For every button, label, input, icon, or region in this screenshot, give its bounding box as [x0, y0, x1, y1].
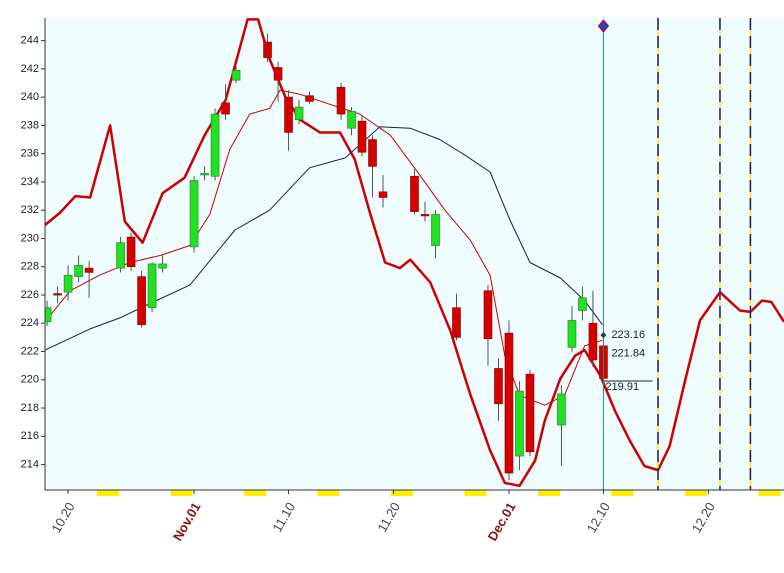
- candle-body: [504, 332, 514, 474]
- y-tick-label: 236: [21, 148, 39, 160]
- price-marker: [600, 332, 607, 339]
- axes: 214 216 218 220 222 224 226 228 230 232 234 236 238 2…: [21, 35, 718, 544]
- candle-body: [431, 214, 440, 246]
- candle-body: [305, 95, 314, 102]
- y-tick-label: 234: [21, 176, 39, 188]
- y-tick-label: 230: [21, 232, 39, 244]
- candle-body: [336, 86, 346, 115]
- candle-body: [158, 263, 167, 269]
- candle-body: [200, 173, 209, 176]
- plot-area: [45, 18, 784, 490]
- candle-body: [578, 297, 587, 311]
- y-tick-label: 238: [21, 119, 39, 131]
- candle-body: [567, 320, 577, 348]
- candle-body: [53, 293, 62, 296]
- candle-body: [137, 276, 146, 325]
- weekend-block: [170, 490, 193, 496]
- x-tick-label: 10.20: [48, 500, 77, 536]
- candle-body: [189, 180, 199, 248]
- y-tick-label: 244: [21, 35, 39, 47]
- weekend-markers: [97, 490, 781, 496]
- indicator-line: [45, 18, 784, 488]
- x-tick-label: Dec.01: [485, 500, 519, 544]
- candle-body: [368, 139, 377, 167]
- x-tick-label: 11.20: [374, 500, 403, 535]
- candle-body: [45, 307, 52, 323]
- price-label: 221.84: [611, 348, 645, 360]
- y-tick-label: 226: [21, 289, 39, 301]
- y-tick-label: 220: [21, 374, 39, 386]
- candle-body: [84, 267, 94, 273]
- weekend-block: [538, 490, 560, 496]
- weekend-block: [685, 490, 707, 496]
- candle-body: [420, 214, 430, 217]
- candle-body: [147, 263, 157, 309]
- candle-body: [494, 368, 503, 405]
- candle-body: [221, 102, 230, 115]
- candle-body: [483, 290, 493, 340]
- candle-body: [410, 175, 419, 212]
- candle-body: [525, 373, 535, 453]
- candle-body: [284, 96, 293, 133]
- y-tick-label: 224: [21, 317, 39, 329]
- y-tick-label: 240: [21, 91, 39, 103]
- candle-body: [231, 69, 241, 81]
- x-tick-label: 12.20: [689, 500, 718, 536]
- weekend-block: [611, 490, 634, 496]
- candle-body: [294, 106, 304, 121]
- x-tick-label: 11.10: [269, 500, 298, 535]
- weekend-block: [317, 490, 340, 496]
- candle-body: [126, 236, 136, 268]
- cursor-marker: [597, 19, 610, 33]
- candle-body: [63, 274, 73, 293]
- x-tick-label: Nov.01: [170, 500, 204, 544]
- candle-body: [557, 393, 566, 426]
- weekend-block: [391, 490, 413, 496]
- y-tick-label: 218: [21, 402, 39, 414]
- weekend-block: [758, 490, 781, 496]
- weekend-block: [97, 490, 119, 496]
- y-tick-label: 232: [21, 204, 39, 216]
- candle-body: [347, 110, 356, 129]
- candle-body: [378, 191, 388, 198]
- y-tick-label: 228: [21, 261, 39, 273]
- y-tick-label: 216: [21, 430, 39, 442]
- candle-body: [452, 307, 461, 338]
- weekend-block: [244, 490, 266, 496]
- candle-body: [273, 67, 283, 81]
- candle-body: [357, 120, 367, 153]
- candle-body: [116, 242, 125, 269]
- candle-body: [515, 390, 524, 457]
- weekend-block: [464, 490, 487, 496]
- y-tick-label: 214: [21, 458, 39, 470]
- y-tick-label: 242: [21, 63, 39, 75]
- candle-body: [210, 113, 220, 177]
- price-label: 219.91: [605, 381, 639, 393]
- y-tick-label: 222: [21, 345, 39, 357]
- candle-body: [74, 265, 83, 277]
- candle-body: [263, 41, 272, 58]
- price-label: 223.16: [611, 329, 645, 341]
- plot: [45, 18, 784, 490]
- x-tick-label: 12.10: [584, 500, 613, 536]
- candle-body: [588, 322, 598, 361]
